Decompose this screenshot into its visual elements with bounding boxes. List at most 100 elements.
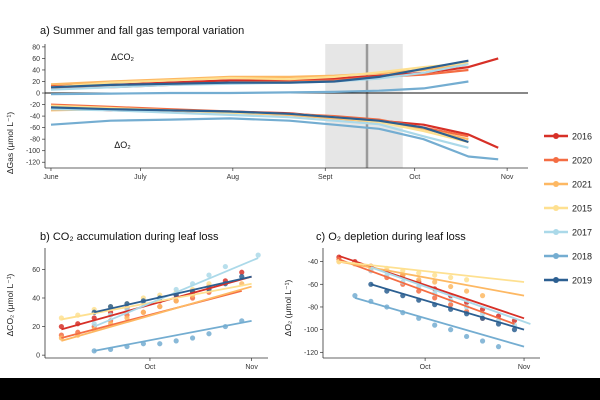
panel-c-point-2021 <box>479 293 486 299</box>
legend-label-2021: 2021 <box>572 180 592 190</box>
o2-series-line-2017 <box>50 108 469 149</box>
panel-b-ylabel: ΔCO₂ (μmol L⁻¹) <box>5 273 15 336</box>
panel-b-y-tick-label: 40 <box>32 296 40 303</box>
panel-b-point-2018 <box>189 335 196 341</box>
co2-series-line-2018 <box>50 80 469 96</box>
o2-series-line-2018 <box>50 117 499 161</box>
panel-c-point-2015 <box>416 270 422 276</box>
panel-b-co2-scatter: b) CO₂ accumulation during leaf loss ΔCO… <box>5 231 268 371</box>
panel-c-x-tick-label: Oct <box>420 364 431 371</box>
legend-swatch-point-2021 <box>553 181 559 187</box>
panel-a-x-tick-label: Sept <box>318 174 332 181</box>
panel-b-title: b) CO₂ accumulation during leaf loss <box>40 231 219 243</box>
panel-a-y-tick-label: -20 <box>30 102 40 109</box>
panel-c-point-2021 <box>416 277 422 283</box>
panel-a-x-tick-label: Aug <box>227 174 240 181</box>
panel-b-point-2021 <box>157 303 163 310</box>
o2-annotation: ΔO₂ <box>114 140 131 150</box>
panel-c-point-2021 <box>464 288 470 294</box>
panel-b-point-2016 <box>239 269 245 275</box>
legend-swatch-point-2019 <box>553 277 559 283</box>
o2-series-line-2019 <box>50 106 469 144</box>
panel-b-point-2018 <box>173 338 179 344</box>
panel-c-point-2018 <box>464 333 470 340</box>
legend-swatch-point-2018 <box>553 253 559 259</box>
co2-series-line-2019 <box>50 59 469 89</box>
panel-c-title: c) O₂ depletion during leaf loss <box>316 231 466 243</box>
panel-c-point-2015 <box>464 277 470 283</box>
panel-c-y-tick-label: -80 <box>308 304 318 311</box>
panel-b-point-2015 <box>206 281 212 287</box>
panel-b-y-tick-label: 60 <box>32 267 40 274</box>
panel-c-fit-line-2019 <box>370 283 525 331</box>
panel-c-point-2021 <box>432 279 438 285</box>
legend-label-2018: 2018 <box>572 252 592 262</box>
panel-c-y-tick-label: -40 <box>308 259 318 266</box>
legend-swatch-point-2016 <box>553 133 559 139</box>
panel-b-fit-line-2019 <box>93 275 252 314</box>
panel-b-point-2021 <box>173 298 179 304</box>
legend-label-2019: 2019 <box>572 276 592 286</box>
panel-a-y-tick-label: 20 <box>32 79 40 86</box>
panel-b-point-2018 <box>206 331 212 337</box>
legend-label-2016: 2016 <box>572 132 592 142</box>
panel-b-point-2016 <box>58 323 64 330</box>
panel-c-point-2020 <box>448 302 454 308</box>
co2-annotation: ΔCO₂ <box>111 52 135 62</box>
panel-c-point-2015 <box>432 272 438 278</box>
panel-b-point-2017 <box>222 263 228 270</box>
panel-b-point-2021 <box>124 315 130 321</box>
panel-c-point-2020 <box>432 295 438 301</box>
co2-series-line-2015 <box>50 61 469 89</box>
panel-c-x-tick-label: Nov <box>518 364 531 371</box>
panel-c-point-2021 <box>448 283 454 290</box>
bottom-black-bar <box>0 378 600 400</box>
legend-label-2020: 2020 <box>572 156 592 166</box>
legend-swatch-point-2015 <box>553 205 559 211</box>
legend-swatch-point-2020 <box>553 157 559 163</box>
legend-swatch-point-2017 <box>553 229 559 235</box>
panel-a-x-tick-label: July <box>134 174 147 181</box>
panel-a-y-tick-label: -80 <box>30 137 40 144</box>
panel-b-fit-line-2018 <box>94 319 252 352</box>
panel-c-point-2019 <box>511 327 518 333</box>
panel-b-x-tick-label: Oct <box>144 364 155 371</box>
panel-a-y-tick-label: -40 <box>30 114 40 121</box>
panel-b-point-2021 <box>140 309 146 315</box>
panel-b-fit-line-2015 <box>61 282 252 321</box>
legend-label-2017: 2017 <box>572 228 592 238</box>
panel-c-fit-line-2020 <box>338 258 515 325</box>
panel-c-y-tick-label: -100 <box>304 327 318 334</box>
panel-a-y-tick-label: 60 <box>32 56 40 63</box>
panel-a-ylabel: ΔGas (μmol L⁻¹) <box>5 112 15 174</box>
panel-a-y-tick-label: 0 <box>36 91 40 98</box>
panel-c-point-2018 <box>495 344 502 350</box>
panel-b-fit-line-2016 <box>61 275 252 331</box>
panel-a-x-tick-label: June <box>43 174 58 181</box>
panel-a-title: a) Summer and fall gas temporal variatio… <box>40 25 244 37</box>
panel-b-fit-line-2021 <box>61 285 252 342</box>
panel-c-ylabel: ΔO₂ (μmol L⁻¹) <box>283 280 293 337</box>
panel-a-y-tick-label: 80 <box>32 44 40 51</box>
panel-c-y-tick-label: -60 <box>308 282 318 289</box>
legend: 2016 2020 2021 2015 2017 2018 2019 <box>544 132 592 286</box>
panel-b-point-2017 <box>91 321 97 327</box>
panel-a-y-tick-label: -100 <box>26 148 40 155</box>
panel-b-point-2017 <box>173 286 179 293</box>
panel-c-point-2018 <box>352 293 358 299</box>
panel-a-y-tick-label: -60 <box>30 125 40 132</box>
panel-b-fit-line-2017 <box>93 257 259 328</box>
panel-b-y-tick-label: 20 <box>32 324 40 331</box>
panel-b-point-2017 <box>255 252 261 258</box>
panel-c-point-2015 <box>448 274 454 281</box>
panel-b-point-2017 <box>206 272 212 278</box>
panel-a-x-tick-label: Nov <box>501 174 514 181</box>
panel-c-fit-line-2018 <box>354 297 525 348</box>
panel-b-y-tick-label: 0 <box>36 353 40 360</box>
panel-b-x-tick-label: Nov <box>245 364 258 371</box>
legend-label-2015: 2015 <box>572 204 592 214</box>
panel-c-fit-line-2015 <box>338 260 525 283</box>
leaf-loss-shaded-period <box>325 44 403 168</box>
panel-c-fit-line-2017 <box>370 266 531 325</box>
